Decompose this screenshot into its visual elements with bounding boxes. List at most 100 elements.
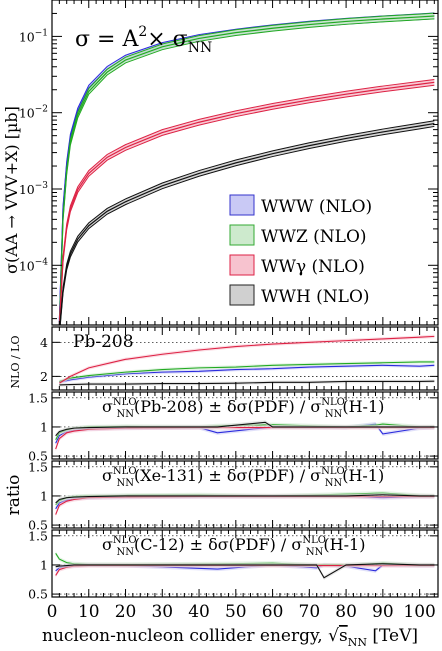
- ratio-band: [59, 360, 435, 384]
- ratio-band: [55, 425, 435, 452]
- uncertainty-band: [59, 120, 435, 325]
- text-part: [TeV]: [367, 626, 418, 646]
- nlo-lo-axis-label: NLO / LO: [9, 336, 22, 389]
- series-line: [58, 81, 435, 325]
- y-tick-label: 10−2: [19, 105, 48, 121]
- text-part: 2: [138, 24, 147, 40]
- y-tick-label: 0.5: [28, 449, 48, 464]
- text-part: NLO: [113, 397, 137, 408]
- series-line: [59, 335, 435, 384]
- text-part: NN: [325, 409, 343, 420]
- text-part: NLO: [302, 535, 326, 546]
- text-part: −1: [35, 28, 48, 38]
- y-tick-label: 10−4: [19, 257, 48, 273]
- series-line: [55, 563, 435, 579]
- x-tick-label: 80: [335, 602, 357, 622]
- legend-label: WWH (NLO): [261, 287, 370, 307]
- plot-area: [52, 535, 438, 595]
- y-tick-label: 1: [40, 557, 48, 572]
- series-line: [55, 494, 435, 504]
- panel-label: σNLO NN(Xe-131) ± δσ(PDF) / σNLO NN(H-1): [102, 466, 384, 489]
- y-axis-label: σ(AA → VVV+X) [µb]: [2, 106, 21, 274]
- panel-label: Pb-208: [73, 332, 134, 352]
- text-part: s: [339, 626, 348, 646]
- y-tick-label: 1.5: [28, 459, 48, 474]
- x-tick-label: 100: [403, 602, 435, 622]
- text-part: NN: [325, 478, 343, 489]
- y-tick-label: 1.5: [28, 528, 48, 543]
- band-edge-upper: [59, 120, 435, 325]
- text-part: nucleon-nucleon collider energy,: [42, 626, 328, 646]
- text-part: 10: [19, 29, 35, 44]
- text-part: 10: [19, 106, 35, 121]
- panel-frame: [51, 460, 439, 529]
- text-part: NN: [117, 409, 135, 420]
- plot-area: [58, 12, 435, 325]
- text-part: NN: [117, 547, 135, 558]
- text-part: (Pb-208) ± δσ(PDF) / σ: [134, 397, 321, 416]
- x-tick-label: 0: [47, 602, 58, 622]
- sqrt-sign: √: [328, 626, 339, 646]
- x-tick-label: 10: [78, 602, 100, 622]
- chart-title: σ = A2× σNN: [75, 24, 212, 56]
- text-part: −3: [35, 181, 49, 191]
- text-part: NN: [348, 636, 368, 649]
- legend: WWW (NLO) WWZ (NLO) WWγ (NLO) WWH (NLO): [229, 194, 372, 307]
- x-tick-label: 70: [299, 602, 321, 622]
- axis-labels: σ(AA → VVV+X) [µb] NLO / LO ratio nucleon-n…: [2, 106, 418, 649]
- text-part: NLO: [113, 535, 137, 546]
- legend-label: WWγ (NLO): [261, 257, 365, 277]
- x-axis-label: nucleon-nucleon collider energy, √sNN [T…: [42, 626, 418, 649]
- panel-frame: [51, 529, 439, 598]
- y-tick-label: 1.5: [28, 390, 48, 405]
- x-tick-label: 30: [151, 602, 173, 622]
- text-part: −4: [35, 257, 49, 267]
- text-part: × σ: [147, 27, 187, 52]
- xe131-ratio-panel: 0.511.5 σNLO NN(Xe-131) ± δσ(PDF) / σNLO NN…: [28, 459, 439, 533]
- plot-area: [52, 397, 438, 457]
- series-line: [55, 421, 435, 437]
- y-tick-label: 1: [40, 419, 48, 434]
- ratio-band: [59, 334, 435, 385]
- y-tick-label: 0.5: [28, 518, 48, 533]
- text-part: NN: [117, 478, 135, 489]
- legend-label: WWZ (NLO): [261, 227, 367, 247]
- text-part: 10: [19, 258, 35, 273]
- plot-area: [52, 334, 438, 387]
- band-edge-lower: [59, 125, 435, 325]
- c12-ratio-panel: 0.511.5 σNLO NN(C-12) ± δσ(PDF) / σNLO NN(H…: [28, 528, 439, 622]
- text-part: NLO: [321, 397, 345, 408]
- text-part: (H-1): [342, 466, 384, 485]
- text-part: NLO: [321, 466, 345, 477]
- panel-label: σNLO NN(Pb-208) ± δσ(PDF) / σNLO NN(H-1): [102, 397, 384, 420]
- text-part: σ: [102, 397, 113, 416]
- text-part: σ: [102, 466, 113, 485]
- text-part: −2: [35, 105, 48, 115]
- text-part: 10: [19, 182, 35, 197]
- x-tick-label: 50: [225, 602, 247, 622]
- pb208-ratio-panel: 0.511.5 σNLO NN(Pb-208) ± δσ(PDF) / σNLO NN…: [28, 390, 439, 464]
- y-tick-label: 2: [40, 369, 48, 384]
- y-tick-label: 10−3: [19, 181, 48, 197]
- x-tick-label: 90: [372, 602, 394, 622]
- plot-area: [52, 466, 438, 526]
- y-tick-label: 4: [40, 335, 48, 350]
- text-part: NN: [306, 547, 324, 558]
- ratio-axis-label: ratio: [4, 475, 24, 516]
- x-tick-label: 20: [115, 602, 137, 622]
- x-tick-label: 40: [188, 602, 210, 622]
- text-part: NLO: [113, 466, 137, 477]
- text-part: NN: [188, 40, 213, 56]
- text-part: (H-1): [323, 535, 365, 554]
- x-tick-label: 60: [262, 602, 284, 622]
- text-part: (C-12) ± δσ(PDF) / σ: [134, 535, 302, 554]
- panel-frame: [51, 0, 439, 326]
- band-edge-upper: [58, 12, 435, 325]
- y-tick-label: 1: [40, 488, 48, 503]
- y-tick-label: 10−1: [19, 28, 48, 44]
- legend-swatch: [229, 284, 255, 306]
- legend-swatch: [229, 254, 255, 276]
- text-part: (Xe-131) ± δσ(PDF) / σ: [134, 466, 321, 485]
